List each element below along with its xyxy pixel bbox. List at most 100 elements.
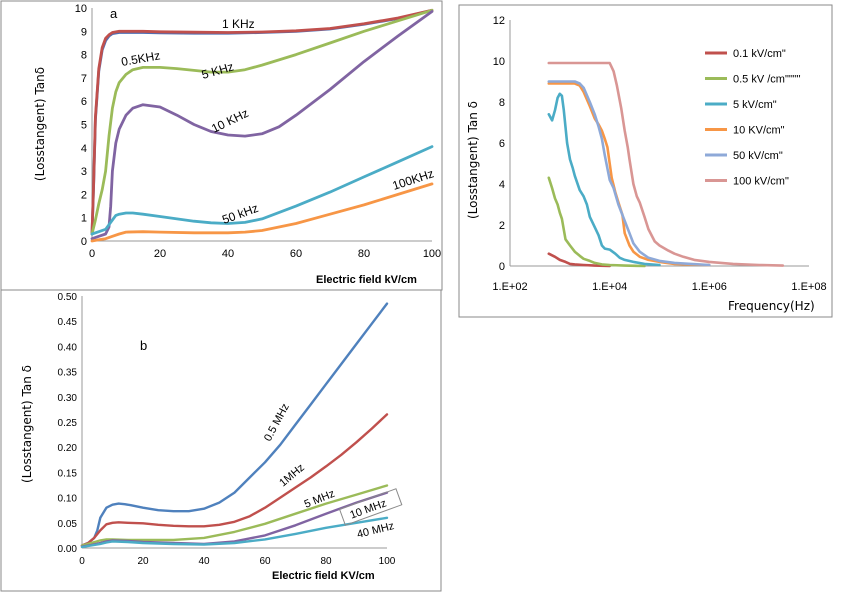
x-tick-label: 1.E+08: [791, 281, 826, 293]
x-tick-label: 1.E+04: [592, 281, 627, 293]
y-tick-label: 9: [81, 26, 87, 38]
legend-entry: 100 kV/cm": [733, 176, 789, 188]
y-tick-label: 8: [499, 97, 505, 109]
x-tick-label: 1.E+06: [692, 281, 727, 293]
panel-b-y-axis-label: (Losstangent) Tan δ: [20, 365, 34, 483]
panel-a-x-tick-labels: 0 20 40 60 80 100: [89, 248, 441, 260]
y-tick-label: 0: [499, 261, 505, 273]
series-line-unlabeled-1: [90, 8, 434, 236]
x-tick-label: 20: [137, 556, 149, 567]
curve-label-1khz: 1 KHz: [222, 17, 255, 31]
y-tick-label: 7: [81, 73, 87, 85]
x-tick-label: 0: [89, 248, 95, 260]
panel-frequency-series: [547, 61, 785, 268]
series-line-50-kv-cm: [547, 80, 711, 267]
x-tick-label: 20: [154, 248, 166, 260]
panel-a-y-tick-labels: 0 1 2 3 4 5 6 7 8 9 10: [75, 3, 87, 248]
x-tick-label: 100: [423, 248, 441, 260]
panel-frequency-y-axis-label: (Losstangent) Tan δ: [466, 101, 480, 219]
curve-label-box: [338, 488, 403, 526]
panel-frequency-chart: 0 2 4 6 8 10 12 1.E+02 1.E+04 1.E+06 1.E+08 0.1 k…: [458, 4, 833, 318]
curve-label-1mhz: 1MHz: [277, 462, 307, 490]
y-tick-label: 0.25: [58, 418, 78, 429]
y-tick-label: 10: [75, 3, 87, 15]
panel-a-frame: [0, 0, 443, 291]
y-tick-label: 6: [81, 96, 87, 108]
panel-b-frame: [0, 289, 442, 592]
series-line-100khz: [90, 182, 434, 243]
series-line-0-5khz: [90, 8, 434, 236]
legend-entry: 10 KV/cm": [733, 125, 785, 137]
legend-entry: 50 kV/cm": [733, 150, 783, 162]
x-tick-label: 40: [198, 556, 210, 567]
x-tick-label: 80: [320, 556, 332, 567]
y-tick-label: 0.40: [58, 342, 78, 353]
y-tick-label: 0.05: [58, 519, 78, 530]
series-line-50-khz: [90, 145, 434, 236]
legend-entry: 5 kV/cm": [733, 99, 777, 111]
series-line-100-kv-cm: [547, 61, 785, 267]
y-tick-label: 0.45: [58, 317, 78, 328]
panel-a-chart: a 0 1 2 3 4 5 6 7 8 9 10 0 20 40 60 80 100 (Losstangent…: [0, 0, 443, 291]
panel-b-label: b: [140, 338, 147, 353]
y-tick-label: 0.15: [58, 468, 78, 479]
x-tick-label: 40: [222, 248, 234, 260]
y-tick-label: 2: [499, 220, 505, 232]
series-line-10-mhz: [80, 491, 389, 548]
panel-b-series: [80, 302, 389, 549]
curve-label-40mhz: 40 MHz: [356, 520, 396, 541]
panel-frequency-x-axis-label: Frequency(Hz): [728, 299, 815, 313]
series-line-0-5-mhz: [80, 302, 389, 547]
y-tick-label: 6: [499, 138, 505, 150]
curve-label-5khz: 5 KHz: [200, 59, 235, 81]
legend-entry: 0.5 kV /cm"""": [733, 74, 801, 86]
panel-b-y-tick-labels: 0.00 0.05 0.10 0.15 0.20 0.25 0.30 0.35 0.40 0.45…: [58, 292, 78, 555]
y-tick-label: 8: [81, 50, 87, 62]
panel-b-x-axis-label: Electric field KV/cm: [272, 570, 375, 582]
y-tick-label: 1: [81, 213, 87, 225]
panel-frequency-legend: 0.1 kV/cm" 0.5 kV /cm"""" 5 kV/cm" 10 KV/cm…: [705, 48, 801, 188]
y-tick-label: 0.35: [58, 368, 78, 379]
panel-frequency-x-tick-labels: 1.E+02 1.E+04 1.E+06 1.E+08: [492, 281, 826, 293]
y-tick-label: 0.10: [58, 494, 78, 505]
series-line-0-1-kv-cm: [547, 252, 612, 268]
panel-a-label: a: [110, 6, 118, 21]
series-line-10-khz: [90, 10, 434, 241]
y-tick-label: 10: [493, 56, 505, 68]
y-tick-label: 0: [81, 236, 87, 248]
panel-a-x-axis-label: Electric field kV/cm: [316, 274, 417, 286]
y-tick-label: 0.00: [58, 544, 78, 555]
x-tick-label: 1.E+02: [492, 281, 527, 293]
series-line-5-mhz: [80, 484, 389, 547]
x-tick-label: 0: [79, 556, 85, 567]
panel-a-series: [90, 8, 434, 243]
x-tick-label: 60: [259, 556, 271, 567]
curve-label-5mhz: 5 MHz: [303, 488, 337, 511]
y-tick-label: 5: [81, 120, 87, 132]
x-tick-label: 60: [290, 248, 302, 260]
series-line-10-kv-cm: [547, 82, 711, 267]
legend-entry: 0.1 kV/cm": [733, 48, 786, 60]
y-tick-label: 2: [81, 189, 87, 201]
panel-b-chart: b 0.000.050.100.150.200.250.300.350.400.…: [0, 289, 442, 592]
curve-label-0-5khz: 0.5KHz: [120, 48, 161, 69]
curve-label-10khz: 10 KHz: [209, 106, 251, 136]
panel-frequency-frame: [458, 4, 833, 318]
series-line-1mhz: [80, 413, 389, 547]
x-tick-label: 80: [358, 248, 370, 260]
y-tick-label: 3: [81, 166, 87, 178]
y-tick-label: 0.50: [58, 292, 78, 303]
series-line-40-mhz: [80, 516, 389, 549]
y-tick-label: 4: [81, 143, 87, 155]
y-tick-label: 0.30: [58, 393, 78, 404]
x-tick-label: 100: [379, 556, 396, 567]
panel-a-y-axis-label: (Losstangent) Tanδ: [33, 67, 47, 181]
panel-b-x-tick-labels: 0 20 40 60 80 100: [79, 556, 396, 567]
panel-frequency-y-tick-labels: 0 2 4 6 8 10 12: [493, 15, 505, 273]
y-tick-label: 12: [493, 15, 505, 27]
y-tick-label: 4: [499, 179, 505, 191]
series-line-0-5-kv-cm: [547, 176, 646, 268]
y-tick-label: 0.20: [58, 443, 78, 454]
series-line-5-kv-cm: [547, 92, 661, 267]
